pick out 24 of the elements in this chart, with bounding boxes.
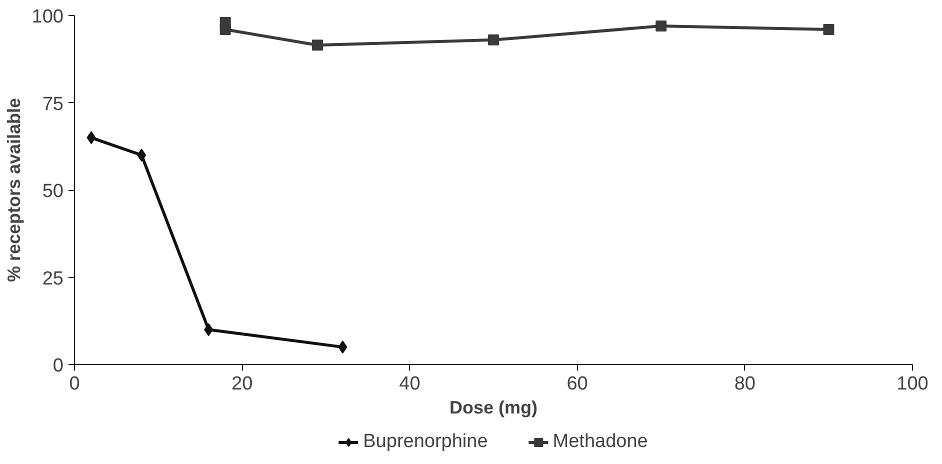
y-axis-title: % receptors available xyxy=(4,98,24,282)
point xyxy=(312,40,324,51)
point xyxy=(338,340,348,354)
x-tick-label: 40 xyxy=(399,374,420,394)
x-tick-label: 20 xyxy=(232,374,253,394)
point xyxy=(823,24,834,35)
point xyxy=(137,148,146,162)
y-tick-label: 100 xyxy=(32,6,64,28)
legend-label: Methadone xyxy=(552,431,648,453)
point xyxy=(220,24,231,35)
x-tick-label: 60 xyxy=(566,374,588,394)
y-tick-label: 25 xyxy=(42,268,64,290)
x-tick-label: 100 xyxy=(896,374,928,394)
y-tick-label: 75 xyxy=(42,94,64,115)
legend-label: Buprenorphine xyxy=(363,431,488,453)
x-tick-label: 80 xyxy=(734,374,756,394)
point xyxy=(656,20,667,32)
y-tick-label: 0 xyxy=(52,356,64,376)
x-axis-title: Dose (mg) xyxy=(450,398,538,418)
point xyxy=(488,34,499,46)
point xyxy=(86,131,96,144)
point xyxy=(204,323,214,336)
y-tick-label: 50 xyxy=(42,181,64,202)
x-tick-label: 0 xyxy=(69,374,80,394)
